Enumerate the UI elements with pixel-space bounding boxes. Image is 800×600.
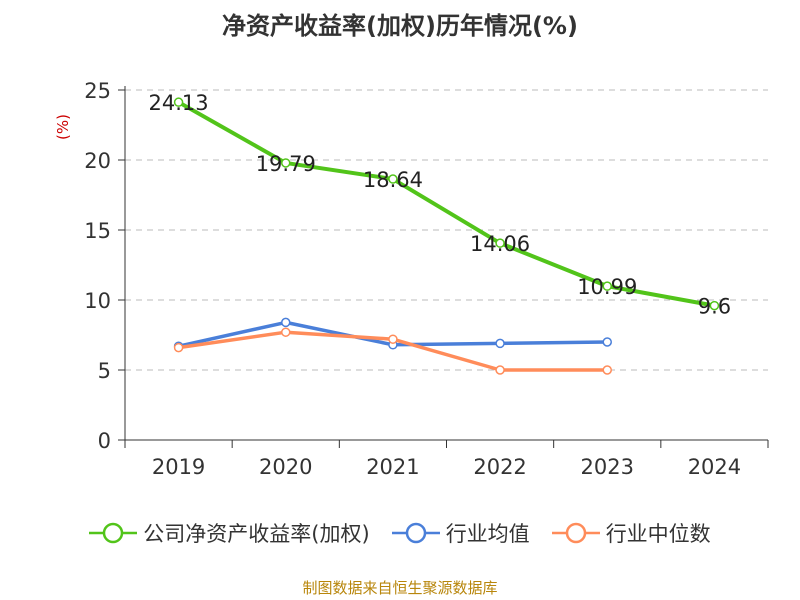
legend-item[interactable]: 行业均值 <box>391 518 530 548</box>
x-tick-label: 2023 <box>581 455 634 479</box>
series-layer <box>173 97 720 375</box>
y-tick-label: 10 <box>84 289 111 313</box>
legend-swatch-icon <box>391 522 440 544</box>
data-point <box>602 337 612 347</box>
data-point <box>388 334 398 344</box>
legend-swatch-marker <box>405 522 426 544</box>
data-point <box>173 342 184 353</box>
data-point <box>495 365 505 375</box>
source-note: 制图数据来自恒生聚源数据库 <box>302 579 498 597</box>
data-label: 14.06 <box>470 232 530 256</box>
legend-item[interactable]: 公司净资产收益率(加权) <box>89 518 370 548</box>
y-tick-label: 20 <box>84 149 111 173</box>
x-tick-label: 2019 <box>152 455 205 479</box>
grid-layer <box>125 89 768 371</box>
y-tick-label: 25 <box>84 79 111 103</box>
data-point <box>388 174 398 184</box>
legend-swatch-icon <box>551 522 600 544</box>
legend-swatch-marker <box>103 522 124 544</box>
data-point <box>602 365 612 375</box>
data-point <box>173 97 184 107</box>
data-label-layer: 24.13 19.79 18.64 14.06 10.99 9.6 <box>149 91 732 318</box>
data-label: 24.13 <box>149 91 209 115</box>
y-tick-label: 0 <box>98 429 111 453</box>
legend-swatch-marker <box>565 522 586 544</box>
legend-swatch-icon <box>89 522 138 544</box>
axis-layer: 0 5 10 15 20 25 2019 2020 2021 2022 2023 2024 <box>84 79 769 479</box>
data-point <box>602 281 612 291</box>
x-tick-label: 2021 <box>366 455 419 479</box>
x-tick-label: 2022 <box>473 455 526 479</box>
y-tick-label: 15 <box>84 219 111 243</box>
y-axis-label: (%) <box>54 114 72 140</box>
data-point <box>281 317 291 328</box>
legend-label: 行业中位数 <box>605 522 711 546</box>
data-point <box>495 338 505 349</box>
data-label: 9.6 <box>698 295 731 319</box>
data-label: 10.99 <box>577 275 637 299</box>
data-point <box>495 238 505 248</box>
y-tick-label: 5 <box>98 359 111 383</box>
x-tick-label: 2024 <box>688 455 741 479</box>
data-point <box>281 158 291 168</box>
chart-title: 净资产收益率(加权)历年情况(%) <box>222 12 578 40</box>
legend-item[interactable]: 行业中位数 <box>551 518 711 548</box>
data-label: 19.79 <box>256 152 316 176</box>
legend-label: 公司净资产收益率(加权) <box>143 522 370 546</box>
legend: 公司净资产收益率(加权) 行业均值 行业中位数 <box>0 518 800 548</box>
data-point <box>281 327 291 337</box>
x-tick-label: 2020 <box>259 455 312 479</box>
data-label: 18.64 <box>363 168 423 192</box>
legend-label: 行业均值 <box>445 522 530 546</box>
data-point <box>709 300 720 311</box>
series-line <box>176 100 717 308</box>
